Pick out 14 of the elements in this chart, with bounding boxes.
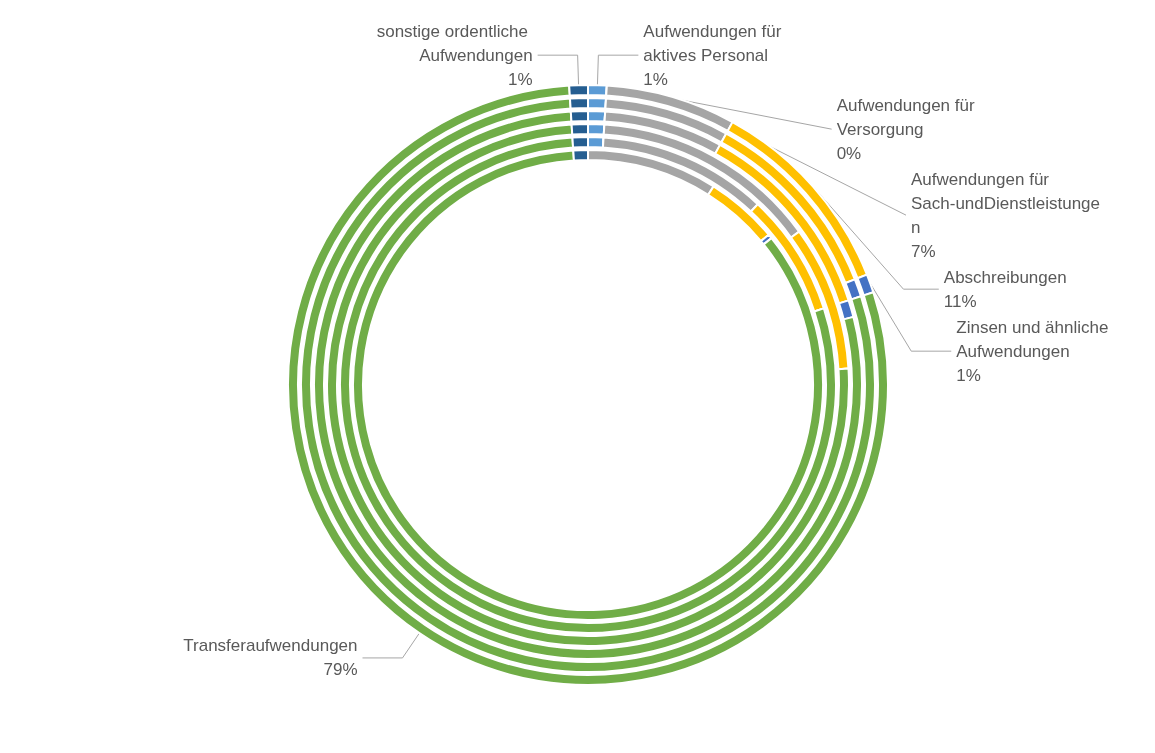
data-label: 1% <box>643 69 668 89</box>
data-label: 1% <box>956 365 981 385</box>
slice-label: Zinsen und ähnliche Aufwendungen <box>956 317 1114 361</box>
slice-label: Aufwendungen für Sach-undDienstleistungen <box>911 169 1101 237</box>
data-label: 11% <box>943 291 977 311</box>
data-label: 1% <box>508 69 533 89</box>
slice-label: Transferaufwendungen <box>183 636 358 656</box>
category-label: Aufwendungen für Versorgung <box>836 95 975 139</box>
slice-label: sonstige ordentliche Aufwendungen <box>376 21 533 65</box>
slice-label: Aufwendungen für aktives Personal <box>643 21 787 65</box>
data-label: 7% <box>911 241 936 261</box>
data-label: 79% <box>323 660 358 680</box>
slice-label: Abschreibungen <box>943 267 1067 287</box>
text: 0% <box>836 143 862 163</box>
